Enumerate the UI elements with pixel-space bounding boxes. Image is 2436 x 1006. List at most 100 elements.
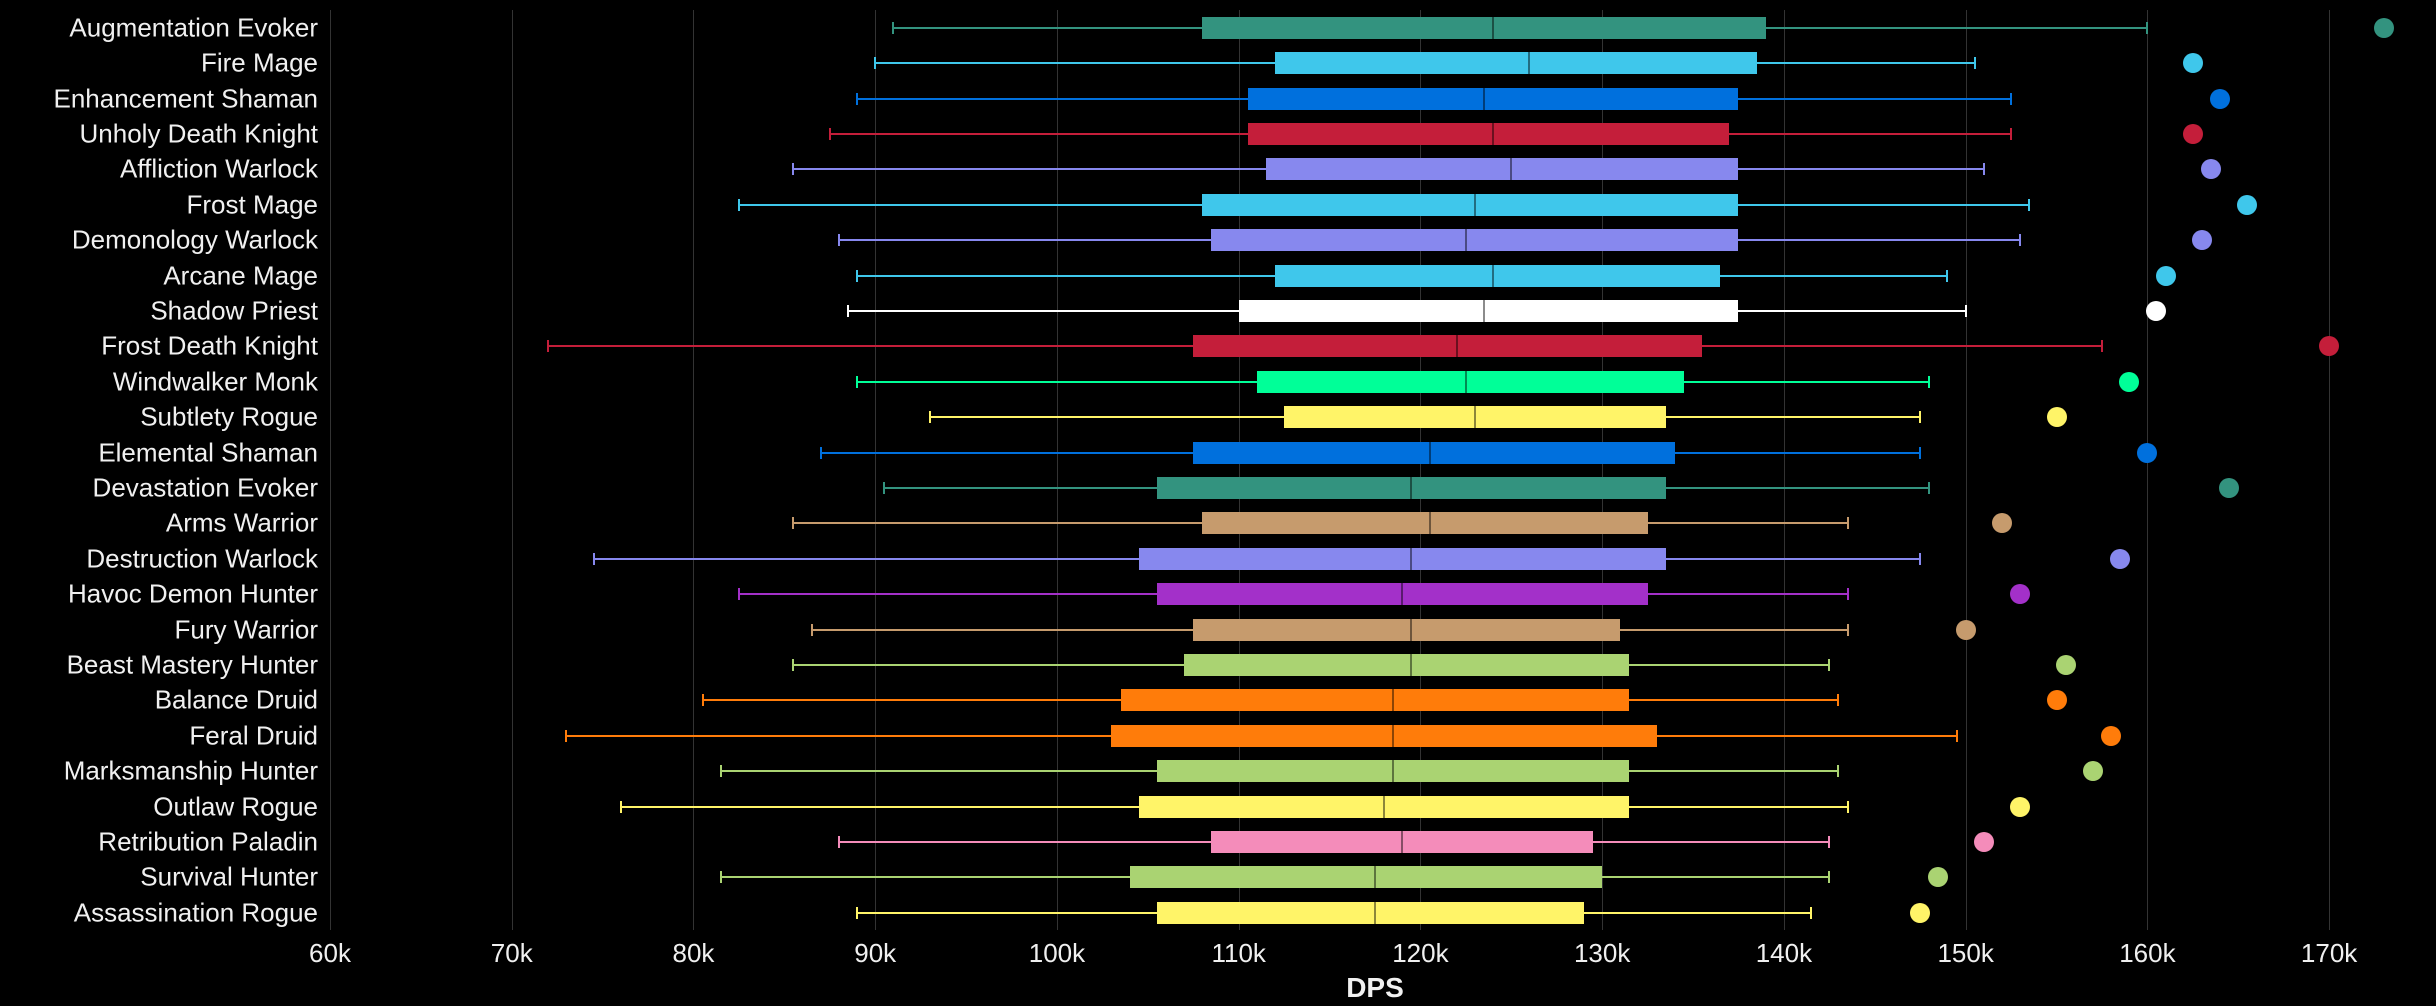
outlier-point	[2047, 690, 2067, 710]
spec-label: Frost Mage	[187, 189, 319, 220]
whisker-cap	[2101, 340, 2103, 352]
median-line	[1392, 725, 1394, 747]
whisker-cap	[1847, 588, 1849, 600]
whisker-cap	[738, 588, 740, 600]
whisker-cap	[2028, 199, 2030, 211]
whisker-cap	[1928, 482, 1930, 494]
outlier-point	[2101, 726, 2121, 746]
spec-label: Assassination Rogue	[74, 897, 318, 928]
whisker-cap	[1919, 553, 1921, 565]
whisker-cap	[1965, 305, 1967, 317]
outlier-point	[2146, 301, 2166, 321]
whisker-cap	[1810, 907, 1812, 919]
whisker-cap	[1847, 801, 1849, 813]
whisker-cap	[2146, 22, 2148, 34]
whisker-cap	[738, 199, 740, 211]
whisker-cap	[838, 234, 840, 246]
whisker-cap	[620, 801, 622, 813]
whisker-cap	[2019, 234, 2021, 246]
outlier-point	[2201, 159, 2221, 179]
whisker-cap	[838, 836, 840, 848]
median-line	[1429, 442, 1431, 464]
whisker-cap	[1983, 163, 1985, 175]
x-tick-label: 120k	[1392, 938, 1448, 969]
outlier-point	[1992, 513, 2012, 533]
median-line	[1492, 265, 1494, 287]
whisker-cap	[565, 730, 567, 742]
whisker-cap	[2010, 93, 2012, 105]
whisker-cap	[856, 93, 858, 105]
whisker-cap	[1837, 694, 1839, 706]
x-axis-title: DPS	[1346, 972, 1404, 1004]
box	[1193, 335, 1702, 357]
whisker-cap	[929, 411, 931, 423]
box	[1202, 512, 1647, 534]
gridline	[2147, 10, 2148, 930]
spec-label: Balance Druid	[155, 685, 318, 716]
outlier-point	[1928, 867, 1948, 887]
box	[1193, 442, 1675, 464]
box	[1184, 654, 1629, 676]
box	[1139, 548, 1666, 570]
whisker-cap	[1828, 659, 1830, 671]
spec-label: Devastation Evoker	[93, 472, 318, 503]
gridline	[693, 10, 694, 930]
whisker-cap	[1956, 730, 1958, 742]
spec-label: Augmentation Evoker	[69, 12, 318, 43]
box	[1239, 300, 1739, 322]
spec-label: Unholy Death Knight	[80, 118, 318, 149]
whisker-cap	[820, 447, 822, 459]
whisker-cap	[1919, 447, 1921, 459]
gridline	[330, 10, 331, 930]
whisker-cap	[847, 305, 849, 317]
spec-label: Marksmanship Hunter	[64, 756, 318, 787]
outlier-point	[2083, 761, 2103, 781]
plot-area: 60k70k80k90k100k110k120k130k140k150k160k…	[330, 10, 2420, 930]
outlier-point	[1910, 903, 1930, 923]
whisker-cap	[2010, 128, 2012, 140]
x-tick-label: 170k	[2301, 938, 2357, 969]
median-line	[1492, 17, 1494, 39]
outlier-point	[1974, 832, 1994, 852]
dps-boxplot-chart: 60k70k80k90k100k110k120k130k140k150k160k…	[0, 0, 2436, 1006]
x-tick-label: 100k	[1029, 938, 1085, 969]
outlier-point	[2056, 655, 2076, 675]
whisker-cap	[1974, 57, 1976, 69]
gridline	[1239, 10, 1240, 930]
box	[1257, 371, 1684, 393]
box	[1130, 866, 1603, 888]
gridline	[2329, 10, 2330, 930]
median-line	[1410, 477, 1412, 499]
median-line	[1410, 619, 1412, 641]
whisker-cap	[829, 128, 831, 140]
spec-label: Feral Druid	[189, 720, 318, 751]
spec-label: Frost Death Knight	[101, 331, 318, 362]
spec-label: Elemental Shaman	[98, 437, 318, 468]
box	[1266, 158, 1739, 180]
spec-label: Havoc Demon Hunter	[68, 579, 318, 610]
spec-label: Destruction Warlock	[86, 543, 318, 574]
spec-label: Arms Warrior	[166, 508, 318, 539]
spec-label: Enhancement Shaman	[53, 83, 318, 114]
box	[1211, 229, 1738, 251]
gridline	[1602, 10, 1603, 930]
whisker-cap	[856, 907, 858, 919]
box	[1248, 123, 1730, 145]
whisker-cap	[792, 163, 794, 175]
outlier-point	[2047, 407, 2067, 427]
outlier-point	[2183, 124, 2203, 144]
spec-label: Fury Warrior	[175, 614, 318, 645]
outlier-point	[2119, 372, 2139, 392]
x-tick-label: 70k	[491, 938, 533, 969]
median-line	[1465, 371, 1467, 393]
x-tick-label: 150k	[1937, 938, 1993, 969]
outlier-point	[2319, 336, 2339, 356]
median-line	[1510, 158, 1512, 180]
median-line	[1374, 902, 1376, 924]
whisker-cap	[1828, 836, 1830, 848]
median-line	[1429, 512, 1431, 534]
box	[1193, 619, 1620, 641]
box	[1202, 17, 1765, 39]
whisker-cap	[1828, 871, 1830, 883]
box	[1275, 52, 1757, 74]
